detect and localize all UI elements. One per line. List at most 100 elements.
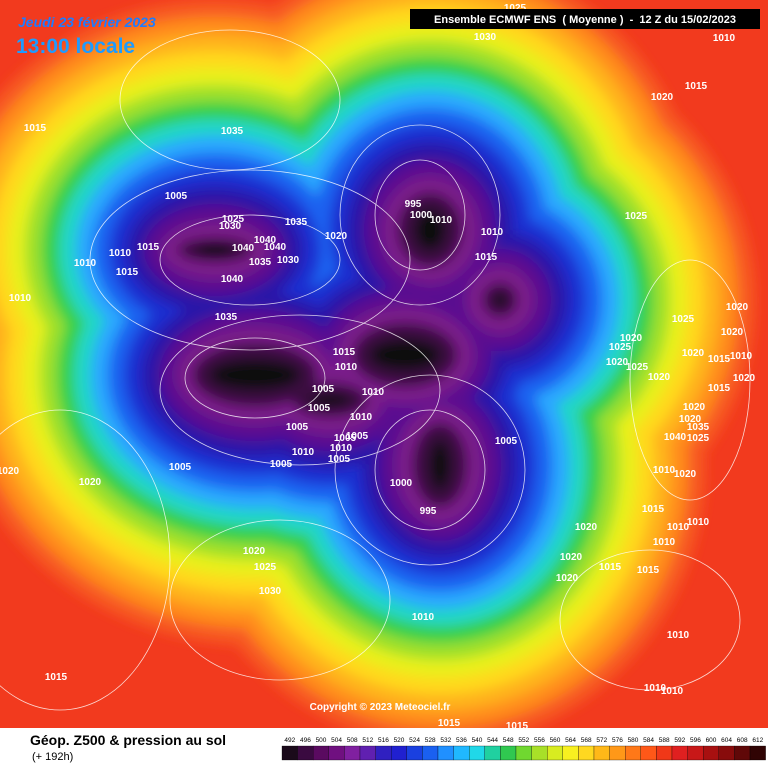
isobar-label: 1005 [169, 462, 192, 473]
isobar-label: 1035 [221, 126, 244, 137]
colorbar-label: 596 [690, 737, 701, 744]
isobar-label: 1010 [653, 465, 676, 476]
isobar-label: 1010 [653, 537, 676, 548]
colorbar-label: 584 [643, 737, 654, 744]
isobar-label: 1030 [474, 32, 497, 43]
isobar-label: 1020 [682, 348, 705, 359]
colorbar-swatch [515, 745, 532, 761]
colorbar-swatch [749, 745, 766, 761]
colorbar-label: 588 [659, 737, 670, 744]
isobar-label: 1020 [560, 552, 583, 563]
isobar-label: 1020 [575, 522, 598, 533]
colorbar-swatch [671, 745, 688, 761]
isobar-label: 1025 [504, 3, 527, 14]
colorbar-label: 572 [596, 737, 607, 744]
colorbar-label: 560 [550, 737, 561, 744]
colorbar-label: 548 [503, 737, 514, 744]
isobar-label: 1020 [325, 231, 348, 242]
isobar-label: 1020 [726, 302, 749, 313]
geopotential-field [0, 0, 755, 745]
colorbar-swatch [344, 745, 361, 761]
isobar-label: 1015 [642, 504, 665, 515]
field-layer [210, 360, 300, 390]
colorbar-label: 516 [378, 737, 389, 744]
isobar-label: 1010 [109, 248, 132, 259]
isobar-label: 1000 [390, 478, 413, 489]
isobar-label: 1025 [687, 433, 710, 444]
colorbar-label: 532 [440, 737, 451, 744]
colorbar-label: 552 [518, 737, 529, 744]
date: Jeudi 23 février 2023 [18, 14, 156, 30]
colorbar-swatch [578, 745, 595, 761]
isobar-label: 1040 [664, 432, 687, 443]
isobar-label: 1015 [506, 721, 529, 732]
copyright: Copyright © 2023 Meteociel.fr [310, 702, 451, 713]
isobar-label: 1010 [687, 517, 710, 528]
isobar-label: 1005 [312, 384, 335, 395]
colorbar-swatch [469, 745, 485, 761]
colorbar-swatch [297, 745, 314, 761]
colorbar-swatch [281, 745, 298, 761]
colorbar-swatch [609, 745, 626, 761]
colorbar-swatch [422, 745, 439, 761]
isobar-label: 1035 [687, 422, 710, 433]
isobar-label: 1030 [259, 586, 282, 597]
isobar-label: 1025 [672, 314, 695, 325]
colorbar-swatch [625, 745, 641, 761]
colorbar-label: 536 [456, 737, 467, 744]
footer-lead: (+ 192h) [32, 751, 73, 763]
colorbar-label: 492 [284, 737, 295, 744]
isobar-label: 1010 [667, 522, 690, 533]
isobar-label: 1015 [708, 354, 731, 365]
isobar-label: 1040 [232, 243, 255, 254]
isobar-label: 1040 [254, 235, 277, 246]
isobar-label: 1030 [219, 221, 242, 232]
model: Ensemble ECMWF ENS ( Moyenne ) - 12 Z du… [434, 14, 736, 26]
colorbar-swatch [391, 745, 407, 761]
isobar-label: 1005 [334, 433, 357, 444]
isobar-label: 1010 [74, 258, 97, 269]
isobar-label: 1020 [721, 327, 744, 338]
isobar-label: 1015 [475, 252, 498, 263]
isobar-label: 1015 [708, 383, 731, 394]
isobar-label: 1025 [222, 214, 245, 225]
isobar-label: 1035 [285, 217, 308, 228]
isobar-label: 1035 [215, 312, 238, 323]
isobar-label: 1015 [438, 718, 461, 729]
colorbar-label: 600 [706, 737, 717, 744]
colorbar: 492 496 500 504 508 512 516 520 524 528 532 536 540 5… [281, 737, 766, 761]
colorbar-label: 512 [362, 737, 373, 744]
colorbar-swatch [734, 745, 751, 761]
isobar-label: 1025 [609, 342, 632, 353]
field-layer [430, 440, 450, 490]
isobar-label: 1015 [24, 123, 47, 134]
isobar-label: 1010 [430, 215, 453, 226]
colorbar-label: 504 [331, 737, 342, 744]
colorbar-label: 564 [565, 737, 576, 744]
field-layer [195, 244, 235, 256]
isobar-label: 1040 [264, 242, 287, 253]
colorbar-label: 544 [487, 737, 498, 744]
model-box [410, 9, 760, 29]
colorbar-swatch [328, 745, 345, 761]
colorbar-swatch [718, 745, 735, 761]
isobar-label: 1020 [606, 357, 629, 368]
isobar-label: 1015 [333, 347, 356, 358]
isobar-label: 1010 [667, 630, 690, 641]
isobar-label: 1010 [412, 612, 435, 623]
colorbar-label: 540 [472, 737, 483, 744]
isobar-label: 1020 [79, 477, 102, 488]
isobar-label: 1020 [679, 414, 702, 425]
field-layer [310, 394, 350, 406]
isobar-label: 1025 [254, 562, 277, 573]
isobar-label: 1035 [249, 257, 272, 268]
field-layer [415, 210, 445, 250]
isobar-label: 1025 [626, 362, 649, 373]
colorbar-label: 520 [394, 737, 405, 744]
colorbar-swatch [547, 745, 563, 761]
field-layer [494, 294, 506, 306]
colorbar-label: 524 [409, 737, 420, 744]
isobar-label: 1020 [648, 372, 671, 383]
